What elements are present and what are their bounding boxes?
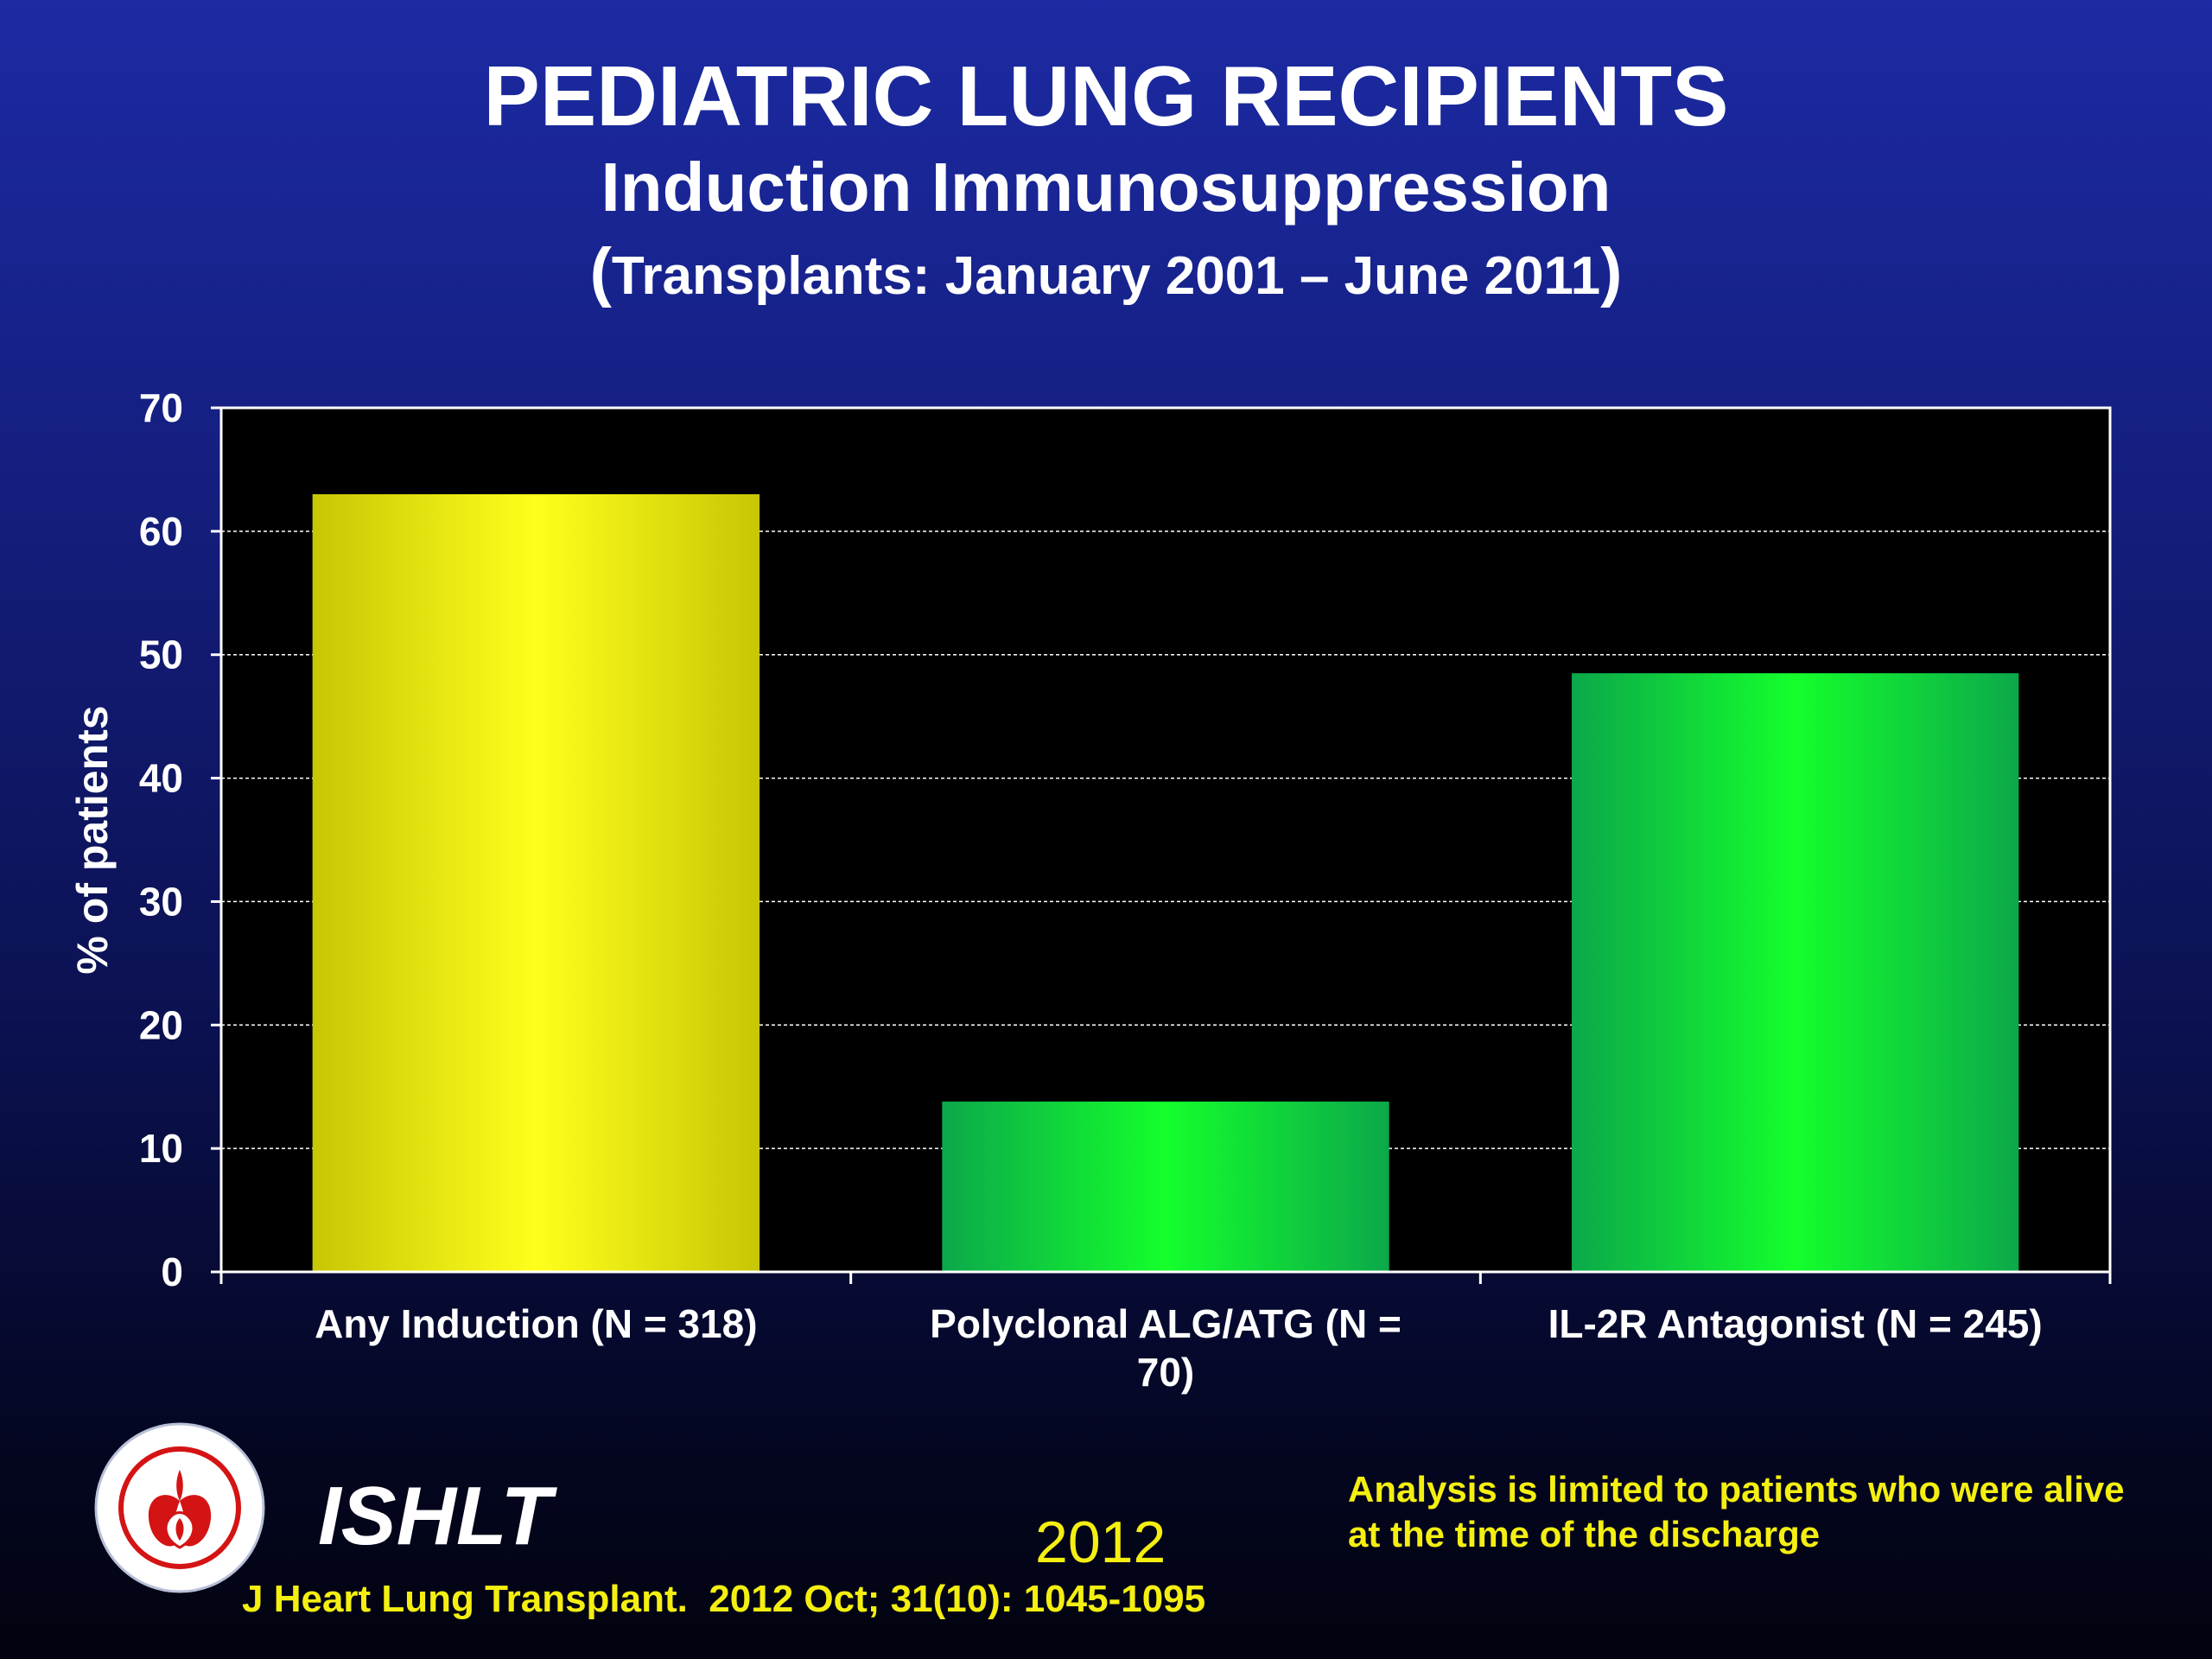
y-tick-label: 70 bbox=[139, 385, 183, 430]
bars bbox=[312, 494, 2019, 1272]
slide-period: (Transplants: January 2001 – June 2011) bbox=[0, 231, 2212, 318]
y-axis-title: % of patients bbox=[68, 705, 117, 974]
bar bbox=[312, 494, 760, 1272]
period-open-paren: ( bbox=[589, 235, 612, 308]
report-year: 2012 bbox=[1035, 1510, 1166, 1575]
x-tick-label: IL-2R Antagonist (N = 245) bbox=[1548, 1301, 2043, 1346]
y-tick-label: 10 bbox=[139, 1126, 183, 1171]
axis-labels: 0 10 20 30 40 50 60 70 Any Induction (N = 318) Po… bbox=[68, 385, 2043, 1395]
y-tick-label: 50 bbox=[139, 632, 183, 677]
slide-title-block: PEDIATRIC LUNG RECIPIENTS Induction Immu… bbox=[0, 48, 2212, 318]
citation: J Heart Lung Transplant. 2012 Oct; 31(10… bbox=[242, 1578, 1206, 1620]
y-tick-label: 40 bbox=[139, 756, 183, 801]
x-tick-label: 70) bbox=[1137, 1350, 1194, 1395]
org-name: ISHLT bbox=[318, 1470, 552, 1562]
ishlt-logo bbox=[94, 1422, 265, 1593]
y-tick-label: 20 bbox=[139, 1002, 183, 1047]
slide-subtitle: Induction Immunosuppression bbox=[601, 149, 1611, 226]
x-tick-label: Polyclonal ALG/ATG (N = bbox=[930, 1301, 1402, 1346]
bar bbox=[1571, 673, 2019, 1272]
bar bbox=[942, 1101, 1389, 1272]
period-text: Transplants: January 2001 – June 2011 bbox=[611, 246, 1601, 306]
x-tick-label: Any Induction (N = 318) bbox=[315, 1301, 757, 1346]
period-close-paren: ) bbox=[1600, 235, 1623, 308]
y-tick-label: 60 bbox=[139, 509, 183, 554]
y-tick-label: 30 bbox=[139, 879, 183, 924]
y-tick-label: 0 bbox=[161, 1249, 183, 1294]
axes bbox=[211, 406, 2112, 1284]
analysis-note: Analysis is limited to patients who were… bbox=[1348, 1469, 2125, 1554]
slide-title: PEDIATRIC LUNG RECIPIENTS bbox=[483, 48, 1729, 143]
